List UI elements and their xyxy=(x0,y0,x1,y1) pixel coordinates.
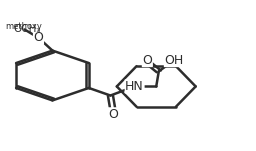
Text: O: O xyxy=(142,53,152,67)
Text: O: O xyxy=(108,108,118,121)
Text: O: O xyxy=(34,31,44,44)
Text: HN: HN xyxy=(125,80,144,93)
Text: methoxy: methoxy xyxy=(5,22,42,31)
Text: OCH₃: OCH₃ xyxy=(13,24,41,34)
Text: OH: OH xyxy=(164,53,184,67)
